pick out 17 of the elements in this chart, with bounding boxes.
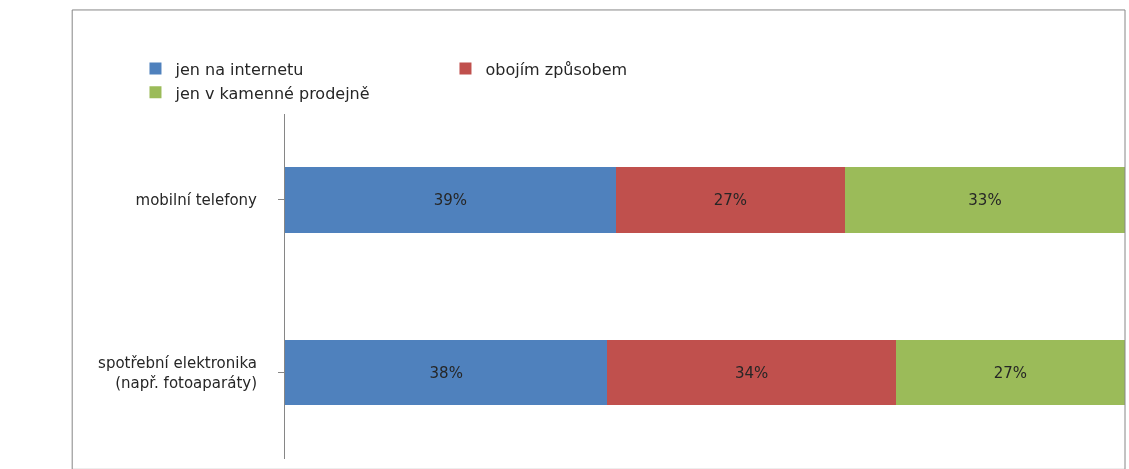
- legend-label: obojím způsobem: [485, 59, 628, 79]
- bar: [285, 339, 608, 406]
- data-label: 38%: [429, 363, 463, 382]
- legend-label: jen na internetu: [174, 59, 304, 79]
- data-label: 39%: [433, 190, 468, 209]
- bar: [607, 339, 896, 406]
- y-tick-label: mobilní telefony: [135, 191, 258, 210]
- legend-label: jen v kamenné prodejně: [174, 83, 370, 103]
- bar: [845, 167, 1125, 233]
- data-label: 33%: [968, 190, 1002, 209]
- data-label: 34%: [734, 363, 769, 382]
- y-tick-label: spotřební elektronika (např. fotoaparáty): [98, 354, 257, 392]
- data-label: 27%: [993, 363, 1028, 382]
- bar: [895, 339, 1125, 406]
- bar: [615, 167, 845, 233]
- bar: [285, 167, 616, 233]
- data-label: 27%: [713, 190, 748, 209]
